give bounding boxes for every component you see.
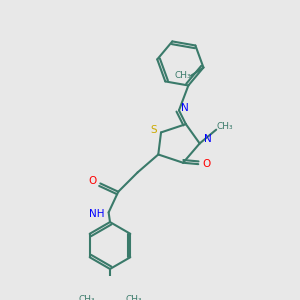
Text: S: S (151, 125, 158, 135)
Text: CH₃: CH₃ (78, 295, 95, 300)
Text: NH: NH (89, 209, 105, 219)
Text: CH₃: CH₃ (216, 122, 233, 131)
Text: N: N (181, 103, 188, 112)
Text: CH₃: CH₃ (175, 71, 192, 80)
Text: N: N (204, 134, 212, 144)
Text: O: O (202, 159, 211, 169)
Text: CH₃: CH₃ (125, 295, 142, 300)
Text: O: O (88, 176, 96, 186)
